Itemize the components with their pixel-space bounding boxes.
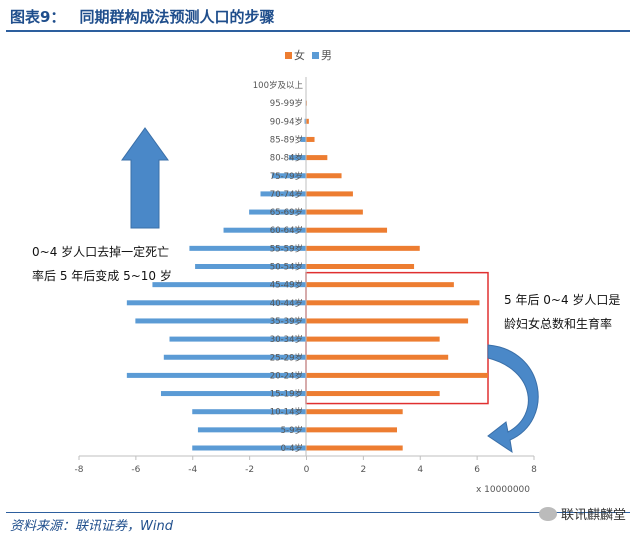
- annotation-right: 5 年后 0~4 岁人口是 龄妇女总数和生育率: [504, 288, 620, 336]
- watermark-text: 联讯麒麟堂: [560, 508, 626, 523]
- category-label: 0-4岁: [281, 443, 303, 454]
- figure-title-text: 同期群构成法预测人口的步骤: [79, 8, 275, 26]
- x-tick-label: 4: [417, 465, 423, 475]
- population-pyramid-chart: 0-4岁 5-9岁 10-14岁 15-19岁 20-24岁 25-29岁 30-34岁 35…: [75, 48, 539, 495]
- bar-male: [300, 136, 306, 142]
- bar-female: [306, 372, 488, 378]
- bar-male: [126, 300, 306, 306]
- x-tick-label: 2: [361, 465, 367, 475]
- category-label: 65-69岁: [270, 207, 303, 218]
- bar-male: [135, 318, 306, 324]
- legend-male-swatch: [312, 52, 319, 59]
- x-tick-label: 0: [304, 465, 310, 475]
- annotation-right-line1: 5 年后 0~4 岁人口是: [504, 293, 621, 307]
- bar-female: [306, 264, 415, 269]
- bar-male: [192, 409, 306, 415]
- bar-male: [304, 118, 306, 124]
- bar-female: [306, 391, 440, 397]
- x-unit-label: x 10000000: [476, 485, 530, 495]
- bar-female: [306, 354, 449, 360]
- up-arrow-icon: [121, 127, 169, 229]
- bar-female: [306, 136, 315, 142]
- bar-male: [152, 282, 306, 288]
- bar-male: [126, 372, 306, 378]
- bar-female: [306, 191, 353, 197]
- bar-female: [306, 245, 420, 251]
- bar-male: [163, 354, 306, 360]
- x-tick-label: -2: [245, 465, 254, 475]
- annotation-left-line2: 率后 5 年后变成 5~10 岁: [32, 269, 172, 283]
- bar-male: [197, 427, 306, 433]
- bar-female: [306, 445, 403, 451]
- wechat-icon: [538, 506, 557, 521]
- category-label: 100岁及以上: [253, 80, 304, 91]
- bar-male: [189, 245, 306, 251]
- annotation-left: 0~4 岁人口去掉一定死亡 率后 5 年后变成 5~10 岁: [32, 240, 172, 288]
- category-label: 25-29岁: [270, 352, 303, 363]
- bar-female: [306, 173, 342, 179]
- curved-arrow-icon: [487, 344, 539, 454]
- source-note: 资料来源：联讯证券，Wind: [10, 519, 173, 534]
- x-tick-label: -6: [131, 465, 140, 475]
- category-label: 40-44岁: [270, 298, 303, 309]
- bar-male: [271, 173, 306, 179]
- category-label: 30-34岁: [270, 334, 303, 345]
- category-label: 20-24岁: [270, 370, 303, 381]
- x-tick-label: 8: [531, 465, 537, 475]
- bar-female: [306, 155, 328, 161]
- bar-female: [306, 336, 440, 342]
- category-label: 90-94岁: [270, 116, 303, 127]
- bar-male: [260, 191, 306, 197]
- category-label: 55-59岁: [270, 243, 303, 254]
- bar-female: [306, 282, 454, 288]
- watermark: 联讯麒麟堂: [538, 504, 626, 523]
- category-label: 95-99岁: [270, 98, 303, 109]
- legend-female-label: 女: [294, 48, 305, 62]
- category-label: 15-19岁: [270, 389, 303, 400]
- bar-female: [306, 427, 397, 433]
- x-tick-label: 6: [474, 465, 480, 475]
- bar-male: [288, 155, 306, 161]
- category-label: 70-74岁: [270, 189, 303, 200]
- bar-male: [195, 264, 306, 269]
- category-label: 75-79岁: [270, 171, 303, 182]
- annotation-right-line2: 龄妇女总数和生育率: [504, 317, 613, 331]
- bar-female: [306, 409, 403, 415]
- bar-male: [160, 391, 306, 397]
- bar-male: [169, 336, 306, 342]
- title-rule: [6, 30, 630, 32]
- category-label: 10-14岁: [270, 407, 303, 418]
- category-label: 45-49岁: [270, 280, 303, 291]
- legend-male-label: 男: [321, 49, 332, 62]
- category-label: 35-39岁: [270, 316, 303, 327]
- category-label: 80-84岁: [270, 153, 303, 164]
- footer-rule: [6, 512, 630, 513]
- bar-male: [192, 445, 306, 451]
- figure-title: 图表9： 同期群构成法预测人口的步骤: [10, 6, 274, 27]
- category-label: 50-54岁: [270, 262, 303, 273]
- annotation-left-line1: 0~4 岁人口去掉一定死亡: [32, 245, 170, 259]
- bar-female: [306, 300, 480, 306]
- bar-female: [306, 227, 388, 233]
- figure-number: 图表9：: [10, 8, 66, 26]
- bar-female: [306, 209, 363, 215]
- bar-female: [306, 318, 469, 324]
- x-tick-label: -4: [188, 465, 197, 475]
- category-label: 5-9岁: [281, 425, 303, 436]
- bar-male: [249, 209, 306, 215]
- legend-female-swatch: [285, 52, 292, 59]
- x-tick-label: -8: [75, 465, 84, 475]
- category-label: 60-64岁: [270, 225, 303, 236]
- bar-female: [306, 118, 309, 124]
- category-label: 85-89岁: [270, 134, 303, 145]
- bar-male: [223, 227, 306, 233]
